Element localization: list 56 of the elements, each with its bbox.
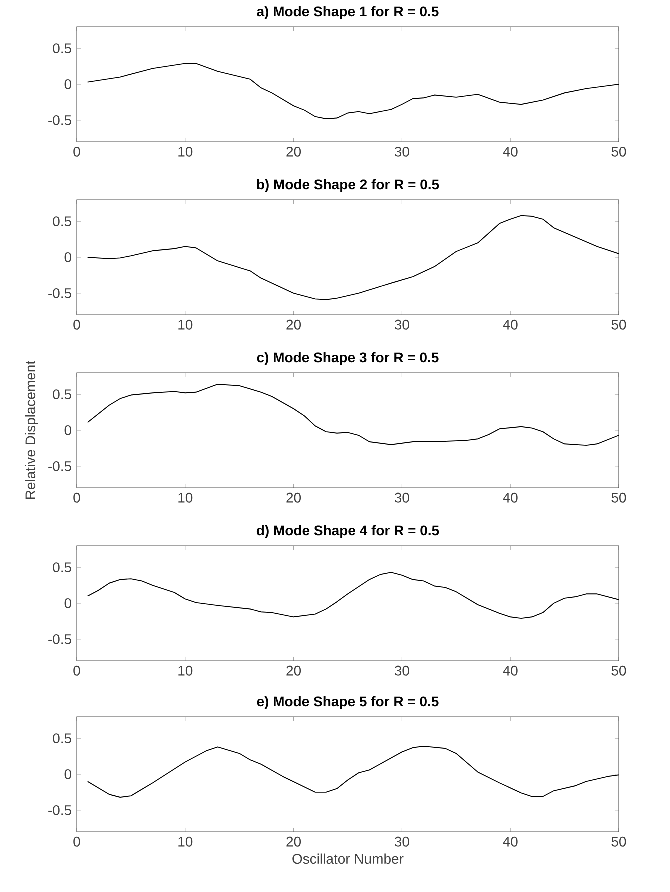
x-tick-label: 30	[394, 146, 410, 157]
x-tick-label: 30	[394, 492, 410, 503]
x-tick-label: 20	[286, 836, 302, 847]
x-tick-label: 40	[503, 836, 518, 847]
x-tick-label: 10	[178, 492, 193, 503]
chart-title: c) Mode Shape 3 for R = 0.5	[257, 352, 439, 366]
y-tick-label: 0	[64, 770, 72, 780]
y-tick-label: 0	[64, 426, 72, 436]
y-axis-title: Relative Displacement	[25, 361, 38, 499]
chart-title: a) Mode Shape 1 for R = 0.5	[257, 6, 439, 20]
x-tick-label: 20	[286, 492, 302, 503]
y-tick-label: 0.5	[53, 216, 72, 227]
y-tick-label: 0	[64, 598, 72, 608]
x-tick-label: 10	[178, 146, 193, 157]
line-series	[87, 572, 619, 620]
x-tick-label: 0	[74, 320, 80, 330]
y-tick-label: 0.5	[53, 390, 72, 400]
y-tick-label: -0.5	[48, 634, 72, 644]
x-tick-label: 20	[286, 320, 302, 330]
line-series	[87, 384, 619, 446]
chart-title: e) Mode Shape 5 for R = 0.5	[257, 696, 439, 710]
line-series	[87, 63, 619, 120]
x-tick-label: 50	[612, 146, 626, 157]
x-tick-label: 20	[286, 146, 302, 157]
y-tick-label: 0	[64, 80, 72, 90]
x-tick-label: 0	[74, 666, 80, 676]
x-tick-label: 0	[74, 836, 80, 847]
chart-title: d) Mode Shape 4 for R = 0.5	[256, 525, 440, 538]
y-tick-label: -0.5	[48, 115, 72, 126]
x-tick-label: 40	[503, 492, 518, 503]
x-tick-label: 10	[178, 666, 193, 676]
x-axis-title: Oscillator Number	[292, 854, 404, 864]
x-tick-label: 40	[503, 666, 518, 676]
x-tick-label: 10	[178, 836, 193, 847]
x-tick-label: 20	[286, 666, 302, 676]
line-series	[87, 746, 619, 798]
y-tick-label: 0.5	[53, 562, 72, 573]
y-tick-label: -0.5	[48, 288, 72, 298]
x-tick-label: 40	[503, 320, 518, 330]
x-tick-label: 30	[394, 666, 410, 676]
x-tick-label: 40	[503, 146, 518, 157]
x-tick-label: 0	[74, 146, 80, 157]
x-tick-label: 0	[74, 492, 80, 503]
x-tick-label: 50	[612, 836, 626, 847]
x-tick-label: 30	[394, 320, 410, 330]
y-tick-label: -0.5	[48, 805, 72, 816]
chart-title: b) Mode Shape 2 for R = 0.5	[257, 179, 440, 192]
y-tick-label: 0	[64, 252, 72, 262]
x-tick-label: 30	[394, 836, 410, 847]
y-tick-label: 0.5	[53, 734, 72, 744]
y-tick-label: 0.5	[53, 44, 72, 54]
x-tick-label: 50	[612, 492, 626, 503]
x-tick-label: 50	[612, 666, 626, 676]
x-tick-label: 10	[178, 320, 193, 330]
x-tick-label: 50	[612, 320, 626, 330]
y-tick-label: -0.5	[48, 461, 72, 472]
